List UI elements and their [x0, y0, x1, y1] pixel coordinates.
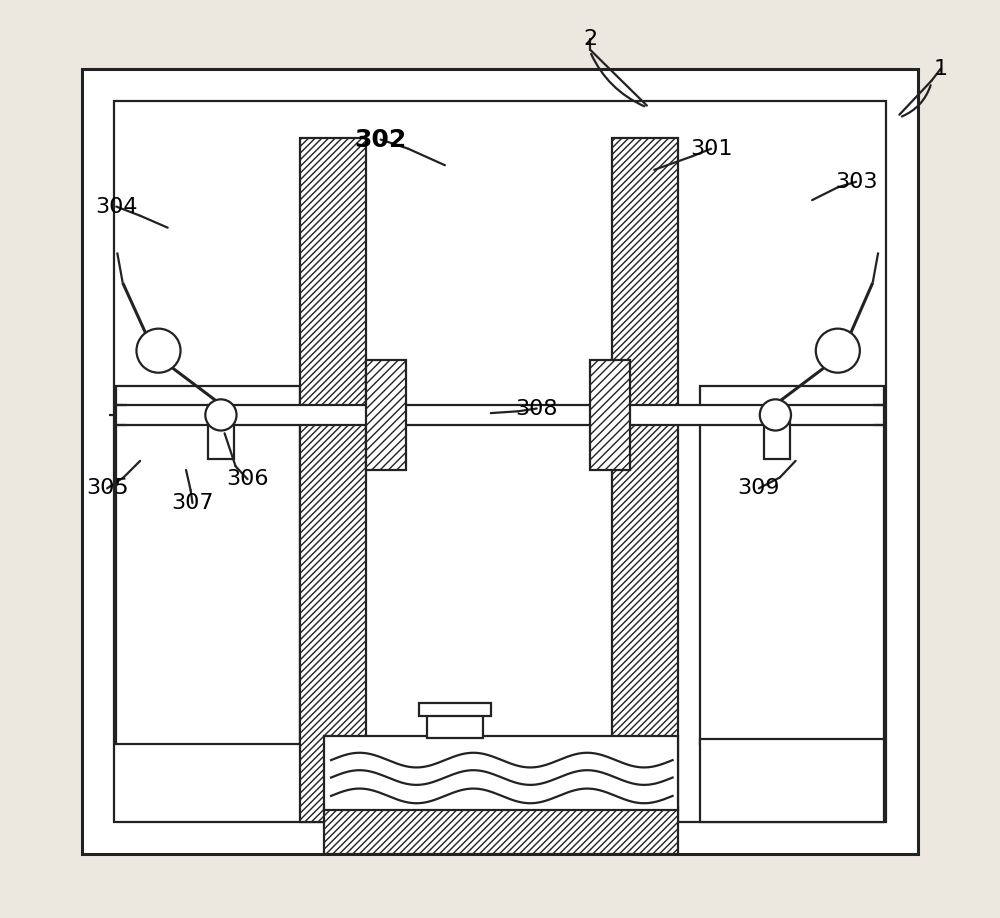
Text: 306: 306	[226, 469, 269, 489]
Bar	[82, 69, 918, 854]
Bar	[324, 736, 678, 810]
Circle shape	[760, 399, 791, 431]
Text: 302: 302	[355, 128, 407, 151]
Bar	[700, 386, 884, 744]
Text: 2: 2	[583, 28, 597, 49]
Bar	[116, 405, 884, 425]
Bar	[764, 419, 790, 459]
Bar	[300, 138, 366, 822]
Bar	[612, 138, 678, 822]
Text: 307: 307	[171, 493, 214, 513]
Text: 304: 304	[95, 196, 138, 217]
Text: 301: 301	[690, 139, 732, 159]
Bar	[427, 714, 483, 738]
Text: 303: 303	[835, 172, 877, 192]
Text: 309: 309	[738, 478, 780, 498]
Bar	[114, 101, 886, 822]
Text: 305: 305	[86, 478, 128, 498]
Bar	[366, 360, 406, 470]
Circle shape	[816, 329, 860, 373]
Bar	[590, 360, 630, 470]
Bar	[324, 808, 678, 854]
Text: 1: 1	[934, 59, 948, 79]
Text: 308: 308	[515, 398, 558, 419]
Bar	[419, 703, 491, 716]
Circle shape	[136, 329, 181, 373]
Bar	[116, 386, 300, 744]
Bar	[208, 419, 234, 459]
Circle shape	[205, 399, 237, 431]
Bar	[700, 739, 884, 822]
